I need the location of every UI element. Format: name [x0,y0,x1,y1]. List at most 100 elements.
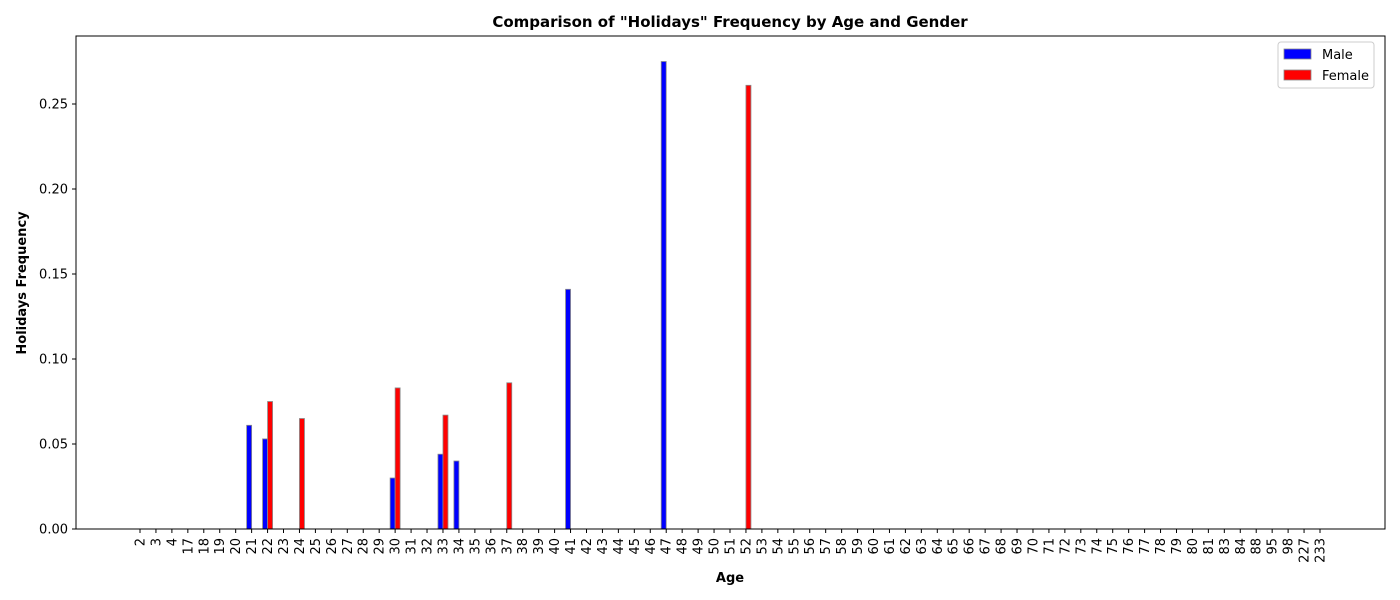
bar-female-52 [745,84,752,530]
legend-label-male: Male [1322,48,1353,63]
x-tick-label: 41 [564,538,579,555]
x-tick-label: 19 [213,538,228,555]
x-tick-label: 65 [947,538,962,555]
y-tick-label: 0.20 [39,183,68,198]
x-tick-label: 66 [963,538,978,555]
x-tick-label: 45 [628,538,643,555]
x-tick-label: 42 [580,538,595,555]
bar-male-34 [453,460,460,530]
x-tick-label: 59 [851,538,866,555]
x-tick-label: 88 [1250,538,1265,555]
x-tick-label: 52 [739,538,754,555]
x-tick-label: 57 [819,538,834,555]
chart-title: Comparison of "Holidays" Frequency by Ag… [492,13,968,31]
legend: Male Female [1277,41,1375,89]
x-tick-label: 50 [708,538,723,555]
x-tick-label: 64 [931,538,946,555]
x-tick-label: 25 [309,538,324,555]
x-tick-label: 48 [676,538,691,555]
x-tick-label: 49 [692,538,707,555]
x-tick-label: 72 [1058,538,1073,555]
x-tick-label: 70 [1026,538,1041,555]
x-axis-label: Age [716,571,744,586]
x-tick-label: 29 [373,538,388,555]
x-tick-label: 35 [468,538,483,555]
x-tick-label: 21 [245,538,260,555]
x-tick-label: 36 [484,538,499,555]
x-tick-label: 32 [421,538,436,555]
x-tick-label: 63 [915,538,930,555]
x-tick-label: 4 [165,538,180,546]
legend-swatch-female [1283,69,1312,81]
bar-male-30 [389,477,396,530]
x-tick-label: 20 [229,538,244,555]
x-tick-label: 24 [293,538,308,555]
x-tick-label: 77 [1138,538,1153,555]
x-tick-label: 30 [389,538,404,555]
bar-male-22 [262,438,268,530]
y-tick-label: 0.10 [39,353,68,368]
x-tick-label: 55 [787,538,802,555]
x-tick-label: 80 [1186,538,1201,555]
x-tick-label: 18 [197,538,212,555]
x-tick-label: 33 [436,538,451,555]
x-tick-label: 81 [1202,538,1217,555]
legend-label-female: Female [1322,69,1369,84]
y-tick-label: 0.25 [39,98,68,113]
x-tick-label: 98 [1282,538,1297,555]
x-tick-label: 78 [1154,538,1169,555]
y-tick-label: 0.00 [39,523,68,538]
bar-male-33 [437,453,444,530]
x-tick-label: 17 [181,538,196,555]
x-tick-label: 43 [596,538,611,555]
bar-male-41 [565,288,571,530]
x-tick-label: 83 [1218,538,1233,555]
x-tick-label: 56 [803,538,818,555]
x-tick-label: 27 [341,538,356,555]
bar-female-33 [442,414,449,530]
bar-male-47 [660,61,667,530]
x-tick-label: 2 [134,538,149,546]
x-tick-label: 73 [1074,538,1089,555]
x-tick-label: 44 [612,538,627,555]
x-tick-label: 53 [755,538,770,555]
x-tick-label: 31 [405,538,420,555]
x-tick-label: 68 [995,538,1010,555]
x-tick-label: 71 [1042,538,1057,555]
x-tick-label: 74 [1090,538,1105,555]
y-tick-label: 0.15 [39,268,68,283]
x-tick-label: 62 [899,538,914,555]
bar-female-24 [299,418,305,530]
legend-swatch-male [1283,48,1312,60]
x-tick-label: 28 [357,538,372,555]
y-axis-label: Holidays Frequency [15,211,30,355]
y-axis: 0.00 0.05 0.10 0.15 0.20 0.25 [39,98,76,538]
x-tick-label: 61 [883,538,898,555]
x-tick-label: 95 [1266,538,1281,555]
x-tick-label: 54 [771,538,786,555]
x-tick-label: 58 [835,538,850,555]
x-tick-label: 38 [516,538,531,555]
x-tick-label: 3 [149,538,164,546]
x-tick-label: 40 [548,538,563,555]
plot-area [75,35,1386,530]
x-tick-label: 60 [867,538,882,555]
x-tick-label: 79 [1170,538,1185,555]
x-tick-label: 47 [660,538,675,555]
x-tick-label: 76 [1122,538,1137,555]
x-tick-label: 26 [325,538,340,555]
bar-male-21 [246,424,253,530]
x-tick-label: 233 [1314,538,1329,563]
x-tick-label: 75 [1106,538,1121,555]
bar-female-37 [506,382,513,530]
x-tick-label: 51 [724,538,739,555]
y-tick-label: 0.05 [39,438,68,453]
bar-female-22 [267,401,273,530]
x-tick-label: 34 [452,538,467,555]
x-axis: 2 3 4 17 18 19 20 21 22 23 24 25 26 27 28 29 30 31 32 33 34 3… [134,529,1329,563]
x-tick-label: 69 [1011,538,1026,555]
x-tick-label: 23 [277,538,292,555]
x-tick-label: 39 [532,538,547,555]
